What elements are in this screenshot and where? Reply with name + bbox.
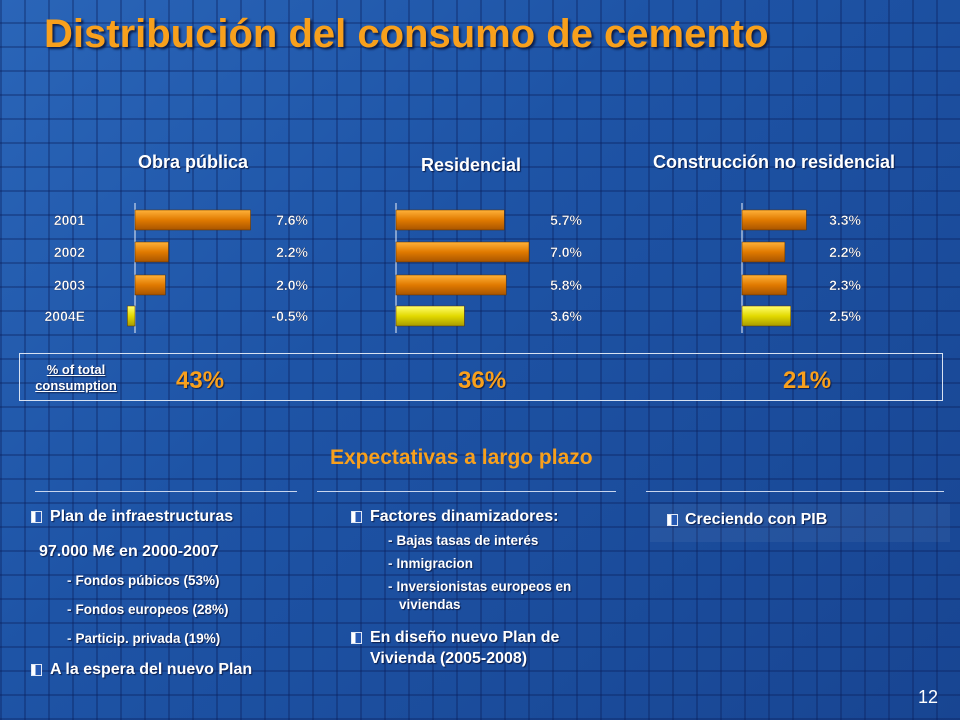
value-label-residencial-2001: 5.7%: [550, 212, 582, 228]
bullet-icon: [351, 632, 362, 644]
bar-noresidencial-2003: [741, 274, 788, 296]
total-consumption-box: [19, 353, 943, 401]
bar-residencial-2001: [395, 209, 505, 231]
total-residencial: 36%: [458, 367, 507, 394]
value-label-obra-2004E: -0.5%: [271, 308, 308, 324]
sub-inversionistas: - Inversionistas europeos en: [388, 579, 572, 594]
nuevo-plan-vivienda: En diseño nuevo Plan de: [370, 629, 560, 646]
total-noresidencial: 21%: [783, 367, 832, 394]
bar-obra-2003: [134, 274, 166, 296]
bar-obra-2004E: [127, 305, 136, 327]
total-obra: 43%: [176, 367, 225, 394]
bar-noresidencial-2004E: [741, 305, 791, 327]
value-label-noresidencial-2001: 3.3%: [829, 212, 861, 228]
divider-right: [646, 491, 944, 492]
creciendo-pib: Creciendo con PIB: [685, 511, 828, 528]
sub-inmigracion: - Inmigracion: [388, 556, 474, 571]
bar-residencial-2003: [395, 274, 507, 296]
expectations-heading: Expectativas a largo plazo: [330, 446, 593, 469]
espera-nuevo-plan: A la espera del nuevo Plan: [50, 661, 253, 678]
sub-fondos-europeos: - Fondos europeos (28%): [67, 602, 229, 617]
sub-fondos-publicos: - Fondos púbicos (53%): [67, 573, 220, 588]
bar-noresidencial-2001: [741, 209, 807, 231]
total-consumption-label: % of total consumption: [35, 362, 117, 393]
category-label-2004E: 2004E: [45, 308, 85, 324]
value-label-residencial-2003: 5.8%: [550, 277, 582, 293]
slide-title: Distribución del consumo de cemento: [44, 12, 769, 56]
divider-middle: [317, 491, 616, 492]
value-label-noresidencial-2003: 2.3%: [829, 277, 861, 293]
category-label-2001: 2001: [54, 212, 85, 228]
value-label-residencial-2004E: 3.6%: [550, 308, 582, 324]
sub-tasas-interes: - Bajas tasas de interés: [388, 533, 539, 548]
value-label-noresidencial-2004E: 2.5%: [829, 308, 861, 324]
bar-residencial-2004E: [395, 305, 465, 327]
bullet-icon: [31, 664, 42, 676]
plan-infraestructuras: Plan de infraestructuras: [50, 508, 234, 525]
factores-dinamizadores: Factores dinamizadores:: [370, 508, 559, 525]
chart-title-noresidencial: Construcción no residencial: [653, 152, 896, 172]
plan-amount: 97.000 M€ en 2000-2007: [39, 543, 219, 560]
value-label-obra-2003: 2.0%: [276, 277, 308, 293]
chart-title-obra: Obra pública: [138, 152, 249, 172]
bullet-icon: [351, 511, 362, 523]
value-label-residencial-2002: 7.0%: [550, 244, 582, 260]
value-label-obra-2002: 2.2%: [276, 244, 308, 260]
bar-residencial-2002: [395, 241, 530, 263]
sub-inversionistas-cont: viviendas: [399, 597, 461, 612]
pib-highlight: [650, 504, 950, 542]
bullet-icon: [667, 514, 678, 526]
nuevo-plan-vivienda-cont: Vivienda (2005-2008): [370, 650, 528, 667]
bar-obra-2002: [134, 241, 169, 263]
value-label-noresidencial-2002: 2.2%: [829, 244, 861, 260]
divider-left: [35, 491, 297, 492]
category-label-2003: 2003: [54, 277, 85, 293]
value-label-obra-2001: 7.6%: [276, 212, 308, 228]
page-number: 12: [917, 687, 938, 707]
chart-title-residencial: Residencial: [421, 155, 522, 175]
bar-noresidencial-2002: [741, 241, 786, 263]
category-label-2002: 2002: [54, 244, 85, 260]
sub-particip-privada: - Particip. privada (19%): [67, 631, 221, 646]
bullet-icon: [31, 511, 42, 523]
bar-obra-2001: [134, 209, 251, 231]
